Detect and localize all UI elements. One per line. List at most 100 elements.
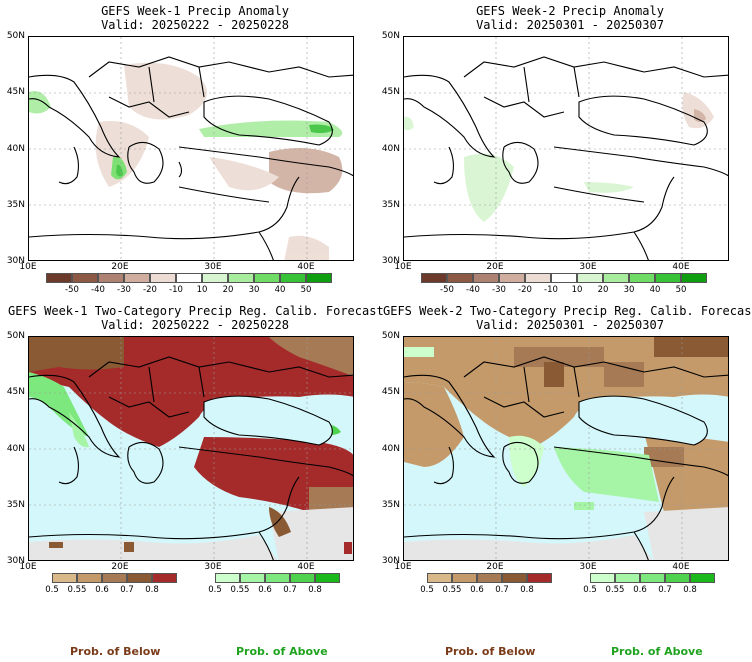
colorbar-label: 30: [248, 285, 260, 295]
colorbar-label: -40: [91, 285, 105, 295]
lat-tick-label: 35N: [381, 199, 400, 210]
colorbar-swatch: [452, 573, 477, 583]
lon-tick-label: 30E: [204, 262, 222, 272]
lat-tick-label: 45N: [381, 87, 400, 98]
colorbar-swatch: [525, 273, 551, 283]
colorbar-label: 0.55: [605, 585, 625, 595]
colorbar-swatch: [527, 573, 552, 583]
lat-tick-label: 30N: [6, 256, 25, 266]
colorbar-label: 0.55: [230, 585, 250, 595]
lon-tick-label: 40E: [672, 562, 690, 572]
lon-tick-label: 10E: [394, 562, 412, 572]
lat-tick-label: 40N: [381, 143, 400, 154]
colorbar-swatch: [502, 573, 527, 583]
colorbar-label: 10: [196, 285, 208, 295]
colorbar-label: 0.5: [208, 585, 222, 595]
colorbar-label: 0.7: [658, 585, 672, 595]
lon-tick-label: 30E: [579, 262, 597, 272]
colorbar-label: -50: [440, 285, 454, 295]
panel4-title: GEFS Week-2 Two-Category Precip Reg. Cal…: [383, 304, 752, 318]
colorbar-swatch: [280, 273, 306, 283]
colorbar-label: 0.6: [470, 585, 484, 595]
colorbar-label: -20: [143, 285, 157, 295]
colorbar-swatch: [150, 273, 176, 283]
colorbar-label: 0.6: [258, 585, 272, 595]
colorbar-label: 0.6: [633, 585, 647, 595]
lat-tick-label: 50N: [6, 31, 25, 41]
colorbar-swatch: [477, 573, 502, 583]
lat-tick-label: 35N: [6, 199, 25, 210]
colorbar-label: 0.55: [67, 585, 87, 595]
map-week2-probability: [403, 336, 729, 561]
colorbar-swatch: [124, 273, 150, 283]
colorbar-swatch: [551, 273, 577, 283]
lat-tick-label: 35N: [381, 499, 400, 510]
lat-tick-label: 30N: [6, 556, 25, 566]
colorbar-label: 0.5: [420, 585, 434, 595]
colorbar-label: 20: [597, 285, 609, 295]
colorbar-swatch: [228, 273, 254, 283]
lon-tick-label: 20E: [111, 262, 129, 272]
colorbar-swatch: [315, 573, 340, 583]
colorbar-swatch: [254, 273, 280, 283]
colorbar-label: 40: [649, 285, 661, 295]
colorbar-label: 0.55: [442, 585, 462, 595]
colorbar-swatch: [265, 573, 290, 583]
colorbar-swatch: [72, 273, 98, 283]
colorbar-label: 0.8: [308, 585, 322, 595]
colorbar-swatch: [98, 273, 124, 283]
colorbar-swatch: [46, 273, 72, 283]
colorbar-label: -50: [65, 285, 79, 295]
map-week2-anomaly: [403, 36, 729, 261]
colorbar-swatch: [421, 273, 447, 283]
colorbar-label: 0.6: [95, 585, 109, 595]
lon-tick-label: 40E: [297, 562, 315, 572]
panel4-valid: Valid: 20250301 - 20250307: [476, 318, 664, 332]
colorbar-label: 0.8: [683, 585, 697, 595]
colorbar-swatch: [629, 273, 655, 283]
colorbar-label: 0.5: [45, 585, 59, 595]
colorbar-swatch: [603, 273, 629, 283]
colorbar-label: -20: [518, 285, 532, 295]
lon-tick-label: 10E: [19, 262, 37, 272]
colorbar-label: -40: [466, 285, 480, 295]
lon-tick-label: 20E: [486, 562, 504, 572]
colorbar-swatch: [77, 573, 102, 583]
colorbar-swatch: [690, 573, 715, 583]
colorbar-swatch: [202, 273, 228, 283]
lon-tick-label: 20E: [486, 262, 504, 272]
colorbar-swatch: [176, 273, 202, 283]
colorbar-swatch: [240, 573, 265, 583]
lat-tick-label: 50N: [381, 31, 400, 41]
colorbar-swatch: [306, 273, 332, 283]
colorbar-swatch: [290, 573, 315, 583]
colorbar-label: 0.7: [283, 585, 297, 595]
colorbar-label: 30: [623, 285, 635, 295]
colorbar-label: 0.5: [583, 585, 597, 595]
lat-tick-label: 40N: [6, 143, 25, 154]
lon-tick-label: 40E: [672, 262, 690, 272]
lat-tick-label: 45N: [6, 387, 25, 398]
lon-tick-label: 20E: [111, 562, 129, 572]
lon-tick-label: 10E: [394, 262, 412, 272]
colorbar-swatch: [681, 273, 707, 283]
colorbar-swatch: [665, 573, 690, 583]
lon-tick-label: 30E: [204, 562, 222, 572]
lat-tick-label: 50N: [381, 331, 400, 341]
lat-tick-label: 45N: [6, 87, 25, 98]
colorbar-swatch: [590, 573, 615, 583]
colorbar-swatch: [152, 573, 177, 583]
colorbar-swatch: [640, 573, 665, 583]
panel2-title: GEFS Week-2 Precip Anomaly: [476, 4, 664, 18]
panel2-valid: Valid: 20250301 - 20250307: [476, 18, 664, 32]
colorbar-label: 0.7: [120, 585, 134, 595]
colorbar-swatch: [473, 273, 499, 283]
lat-tick-label: 30N: [381, 556, 400, 566]
colorbar-swatch: [655, 273, 681, 283]
prob-below-label-left: Prob. of Below: [70, 645, 161, 658]
lat-tick-label: 50N: [6, 331, 25, 341]
lat-tick-label: 35N: [6, 499, 25, 510]
lat-tick-label: 40N: [6, 443, 25, 454]
colorbar-swatch: [447, 273, 473, 283]
colorbar-swatch: [499, 273, 525, 283]
